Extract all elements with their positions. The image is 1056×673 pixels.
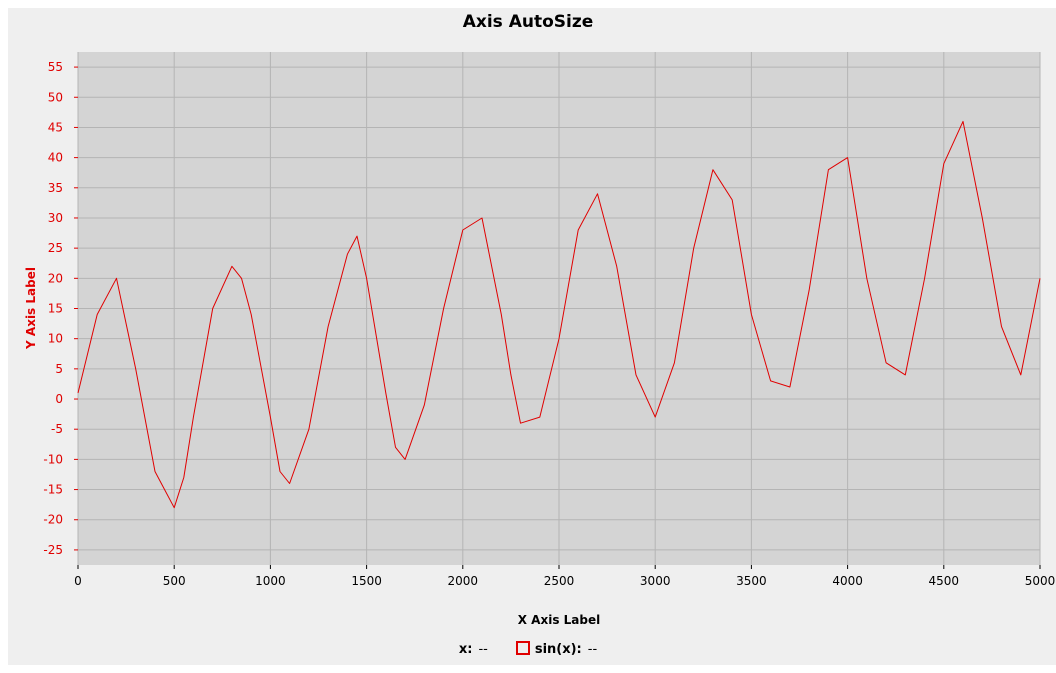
x-tick-label: 3000: [640, 574, 671, 588]
x-tick-label: 3500: [736, 574, 767, 588]
legend-x-label: x:: [458, 642, 473, 657]
y-tick-label: 0: [55, 392, 63, 406]
y-tick-label: -5: [51, 422, 63, 436]
x-tick-label: 500: [163, 574, 186, 588]
y-tick-label: 20: [48, 271, 63, 285]
legend: x: -- sin(x): --: [0, 641, 1056, 657]
y-tick-label: 40: [48, 151, 63, 165]
y-tick-label: 10: [48, 332, 63, 346]
y-tick-label: -25: [43, 543, 63, 557]
y-axis-label: Y Axis Label: [24, 267, 38, 350]
tick-layer: 0 500 1000 1500 2000 2500 3000 3500 4000 4500 5000…: [43, 60, 1055, 588]
legend-series-value: --: [587, 642, 598, 657]
x-tick-label: 4500: [929, 574, 960, 588]
series-line-0: [77, 120, 1041, 509]
y-tick-label: 50: [48, 90, 63, 104]
legend-series-label[interactable]: sin(x):: [534, 642, 582, 657]
legend-series-swatch[interactable]: [515, 641, 530, 655]
x-tick-label: 4000: [832, 574, 863, 588]
x-tick-label: 0: [74, 574, 82, 588]
x-tick-label: 5000: [1025, 574, 1056, 588]
y-tick-label: 5: [55, 362, 63, 376]
y-tick-label: 15: [48, 302, 63, 316]
series-layer: [77, 120, 1041, 509]
x-tick-label: 1500: [351, 574, 382, 588]
x-axis-label: X Axis Label: [518, 613, 600, 627]
chart-title: Axis AutoSize: [462, 12, 594, 32]
y-tick-label: 30: [48, 211, 63, 225]
x-tick-label: 2000: [448, 574, 479, 588]
y-tick-label: 55: [48, 60, 63, 74]
x-tick-label: 2500: [544, 574, 575, 588]
x-tick-label: 1000: [255, 574, 286, 588]
y-tick-label: 25: [48, 241, 63, 255]
y-tick-label: -20: [43, 513, 63, 527]
legend-x-value: --: [478, 642, 488, 657]
y-tick-label: -10: [43, 452, 63, 466]
y-tick-label: 45: [48, 120, 63, 134]
y-tick-label: 35: [48, 181, 63, 195]
y-tick-label: -15: [43, 483, 63, 497]
